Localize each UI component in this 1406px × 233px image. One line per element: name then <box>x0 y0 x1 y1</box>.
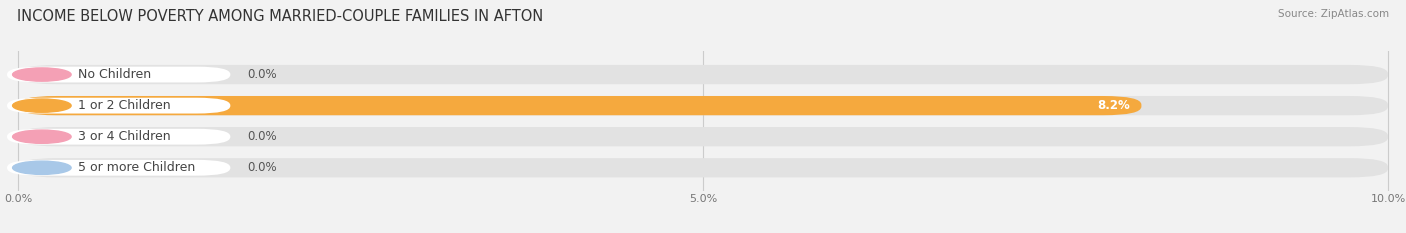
FancyBboxPatch shape <box>7 98 231 113</box>
Text: 0.0%: 0.0% <box>247 68 277 81</box>
FancyBboxPatch shape <box>7 160 231 176</box>
FancyBboxPatch shape <box>18 65 1388 84</box>
Text: 3 or 4 Children: 3 or 4 Children <box>79 130 170 143</box>
Text: No Children: No Children <box>79 68 152 81</box>
Circle shape <box>13 99 72 112</box>
FancyBboxPatch shape <box>7 67 231 82</box>
FancyBboxPatch shape <box>18 96 1142 115</box>
Circle shape <box>13 130 72 143</box>
Text: 0.0%: 0.0% <box>247 130 277 143</box>
FancyBboxPatch shape <box>18 158 1388 177</box>
Circle shape <box>13 161 72 174</box>
Circle shape <box>13 68 72 81</box>
FancyBboxPatch shape <box>18 96 1388 115</box>
Text: INCOME BELOW POVERTY AMONG MARRIED-COUPLE FAMILIES IN AFTON: INCOME BELOW POVERTY AMONG MARRIED-COUPL… <box>17 9 543 24</box>
Text: 5 or more Children: 5 or more Children <box>79 161 195 174</box>
FancyBboxPatch shape <box>18 127 1388 146</box>
Text: Source: ZipAtlas.com: Source: ZipAtlas.com <box>1278 9 1389 19</box>
FancyBboxPatch shape <box>7 129 231 145</box>
Text: 1 or 2 Children: 1 or 2 Children <box>79 99 170 112</box>
Text: 0.0%: 0.0% <box>247 161 277 174</box>
Text: 8.2%: 8.2% <box>1098 99 1130 112</box>
